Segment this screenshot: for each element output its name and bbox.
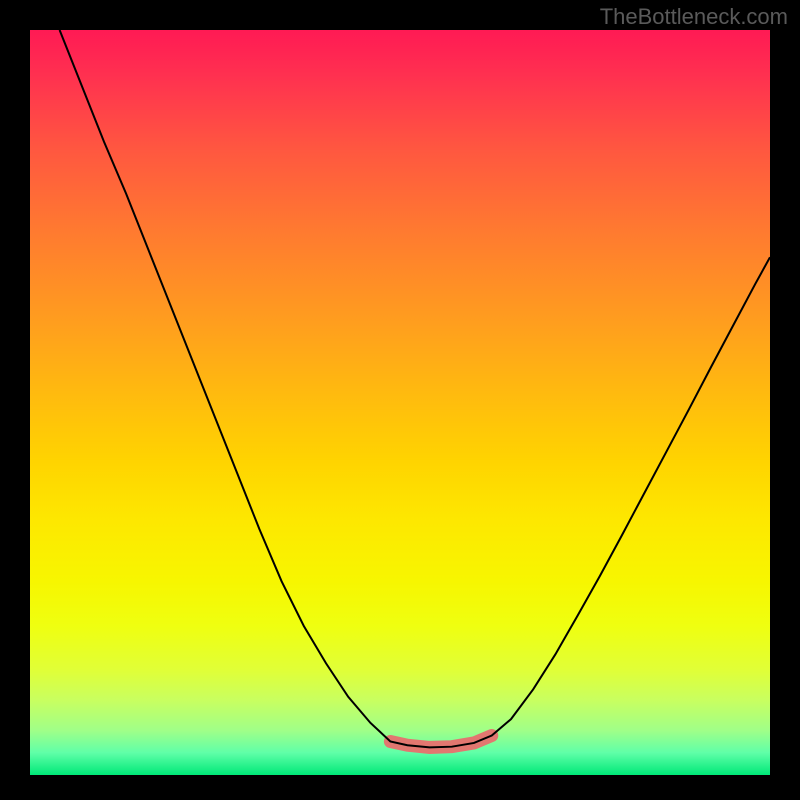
- bottleneck-curve: [60, 30, 770, 747]
- plot-area: [30, 30, 770, 775]
- curve-svg: [30, 30, 770, 775]
- watermark-text: TheBottleneck.com: [600, 4, 788, 30]
